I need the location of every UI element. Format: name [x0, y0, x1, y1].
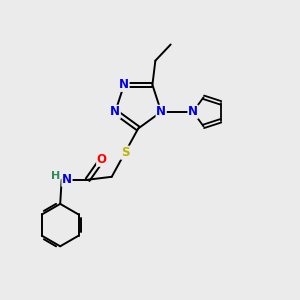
Text: S: S [121, 146, 129, 159]
Text: N: N [156, 105, 166, 118]
Text: H: H [51, 171, 60, 181]
Text: O: O [97, 153, 107, 166]
Text: N: N [188, 105, 198, 118]
Text: N: N [119, 78, 129, 91]
Text: N: N [110, 105, 120, 118]
Text: N: N [62, 173, 72, 186]
